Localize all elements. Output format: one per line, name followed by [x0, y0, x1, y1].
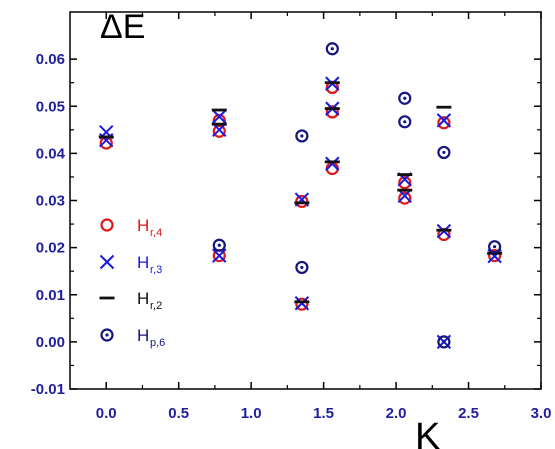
data-point-dot [403, 96, 407, 100]
data-point-stroke [212, 248, 227, 263]
data-point [398, 91, 412, 105]
data-point-ring [398, 91, 412, 105]
data-point-stroke [212, 109, 227, 124]
y-tick-label: 0.03 [36, 193, 65, 210]
data-point-ring [437, 145, 451, 160]
x-tick-label: 2.0 [386, 405, 407, 422]
data-point [398, 175, 412, 190]
data-marks [98, 42, 503, 350]
data-point [488, 249, 502, 263]
legend-subscript: r,2 [150, 300, 162, 312]
legend-marker [100, 218, 114, 232]
legend-subscript: p,6 [150, 337, 165, 349]
legend-marker [100, 328, 114, 342]
y-tick-label: -0.01 [31, 381, 65, 398]
y-tick-label: 0.01 [36, 287, 65, 304]
data-point-dot [403, 120, 407, 124]
y-tick-label: 0.04 [36, 145, 66, 162]
data-point-stroke [294, 296, 310, 311]
data-point-ring [398, 115, 412, 129]
data-point-dot [442, 150, 446, 155]
data-point [212, 113, 226, 127]
data-point-dot [217, 243, 221, 247]
data-point-ring [212, 238, 226, 252]
axes: 0.0 0.5 1.0 1.5 2.0 2.5 3.0 -0.01 0.00 0.01 0.02 0.… [31, 12, 552, 422]
data-point [325, 105, 339, 119]
data-point-stroke [436, 113, 452, 128]
data-point [295, 194, 309, 209]
data-point-dot [330, 47, 334, 51]
data-point-ring [325, 42, 339, 56]
legend-marker-dot [105, 333, 109, 337]
series-h-r-2 [98, 81, 503, 304]
y-tick-label: 0.06 [36, 51, 65, 68]
data-point [325, 42, 339, 56]
x-tick-label: 1.5 [313, 405, 334, 422]
legend-label: H [137, 253, 149, 272]
data-point-ring [488, 240, 502, 254]
data-point [212, 248, 227, 263]
legend-label: H [137, 216, 149, 235]
data-point [488, 240, 502, 254]
legend-marker-ring [100, 328, 114, 342]
data-point [437, 145, 451, 160]
data-point [212, 238, 226, 252]
legend-subscript: r,4 [150, 227, 162, 239]
x-tick-label: 0.0 [96, 405, 117, 422]
data-point-dot [300, 265, 304, 270]
data-point [294, 296, 310, 311]
data-point [398, 191, 412, 205]
data-point [436, 113, 452, 128]
data-point [398, 115, 412, 129]
data-point-stroke [325, 156, 340, 171]
legend-label: H [137, 326, 149, 345]
data-point [437, 335, 451, 349]
y-axis-title: ΔE [100, 8, 145, 46]
data-point-ring [295, 260, 309, 275]
legend-label: H [137, 289, 149, 308]
y-tick-label: 0.02 [36, 240, 65, 257]
data-point-dot [300, 134, 304, 138]
data-point-ring [437, 335, 451, 349]
data-point-stroke [487, 248, 502, 264]
data-point [212, 109, 227, 124]
y-tick-label: 0.00 [36, 334, 65, 351]
data-point [295, 297, 309, 311]
x-axis-title: K [415, 416, 440, 449]
x-tick-label: 2.5 [458, 405, 479, 422]
data-point-ring [295, 129, 309, 143]
x-tick-label: 3.0 [531, 405, 552, 422]
data-point [437, 116, 451, 130]
data-point [487, 248, 502, 264]
legend-marker-stroke [99, 254, 115, 270]
x-tick-label: 1.0 [241, 405, 262, 422]
legend-marker [99, 254, 115, 270]
data-point-dot [493, 245, 497, 249]
data-point-dot [442, 340, 446, 344]
x-tick-label: 0.5 [168, 405, 189, 422]
data-point [325, 156, 340, 171]
data-point [295, 260, 309, 275]
y-tick-label: 0.05 [36, 98, 65, 115]
legend-subscript: r,3 [150, 264, 162, 276]
data-point [295, 129, 309, 143]
series-h-p-6 [212, 42, 502, 349]
